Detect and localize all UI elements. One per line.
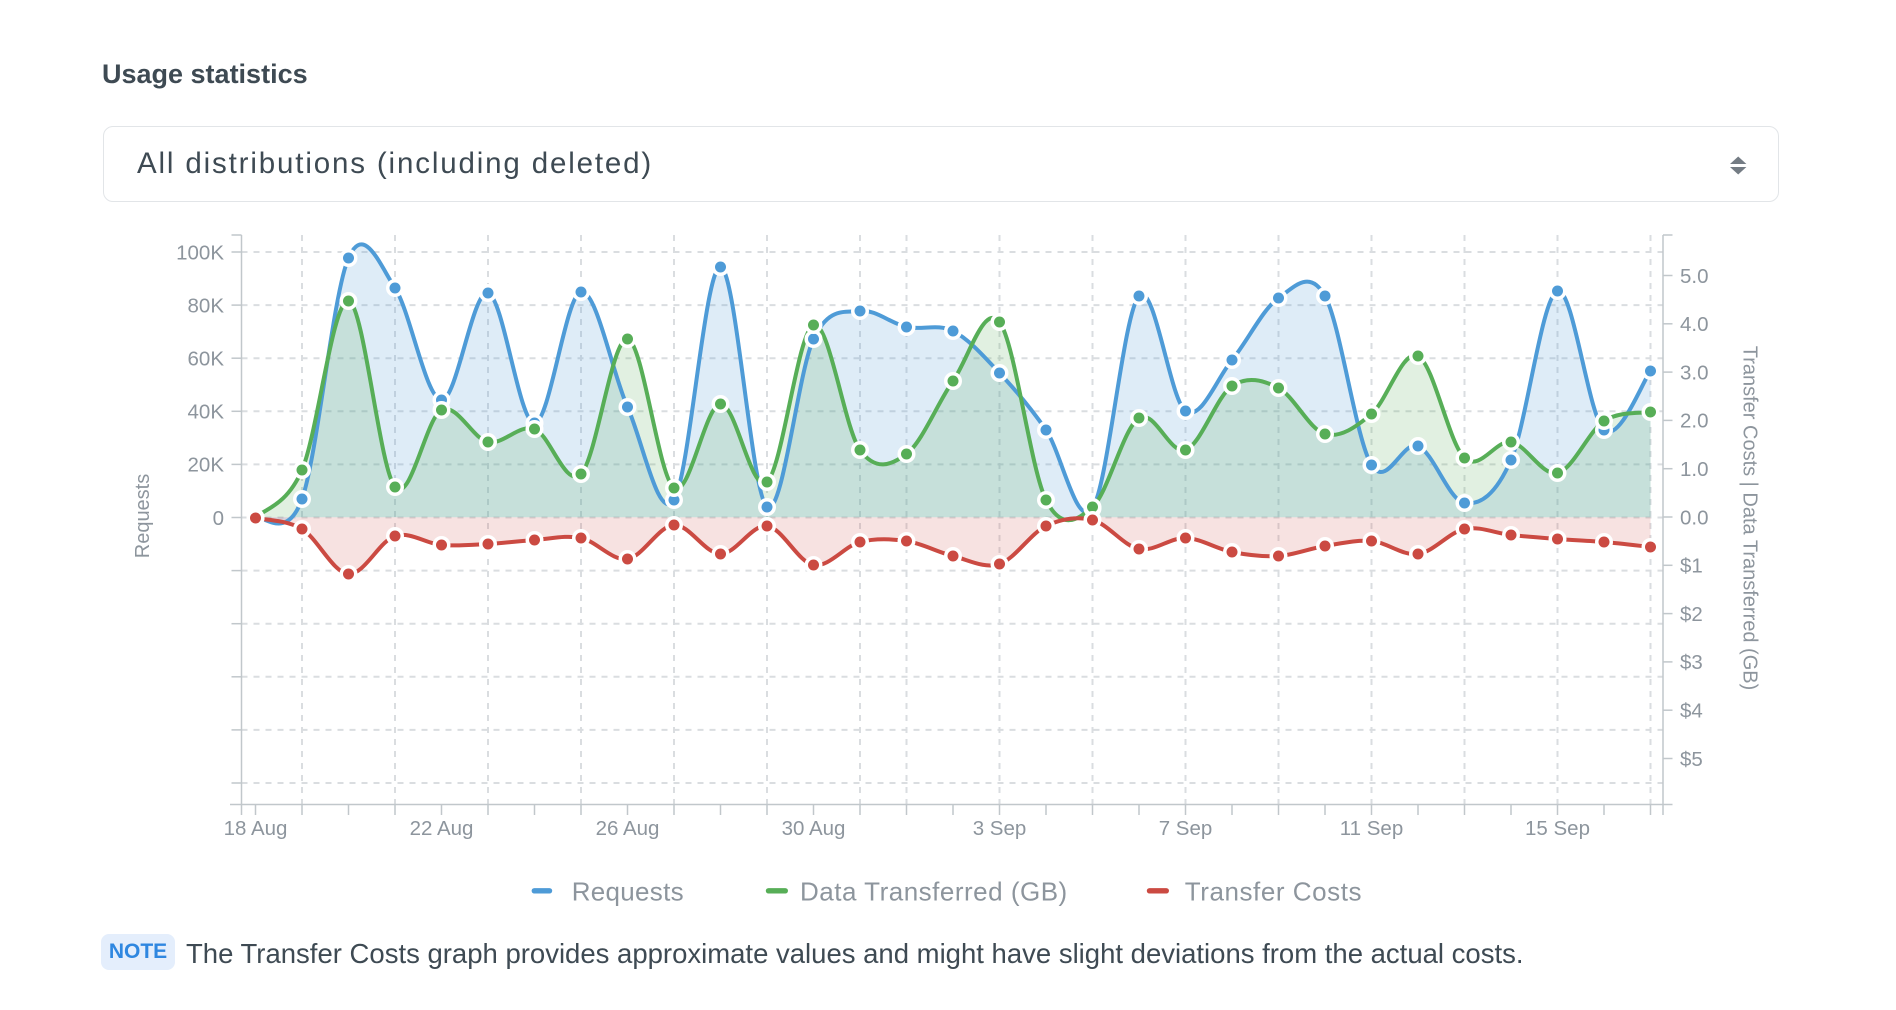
svg-text:7 Sep: 7 Sep	[1159, 817, 1213, 840]
svg-text:Requests: Requests	[132, 474, 154, 559]
svg-text:$1: $1	[1680, 555, 1703, 578]
svg-text:11 Sep: 11 Sep	[1340, 817, 1403, 840]
svg-text:Data Transferred (GB): Data Transferred (GB)	[800, 877, 1068, 907]
svg-text:18 Aug: 18 Aug	[224, 817, 288, 840]
svg-text:Requests: Requests	[572, 877, 684, 907]
svg-text:4.0: 4.0	[1680, 313, 1709, 336]
svg-text:Transfer Costs: Transfer Costs	[1185, 877, 1362, 907]
svg-text:100K: 100K	[176, 241, 224, 264]
svg-text:2.0: 2.0	[1680, 410, 1709, 433]
svg-text:$2: $2	[1680, 603, 1703, 626]
svg-text:Transfer Costs | Data Transfer: Transfer Costs | Data Transferred (GB)	[1739, 346, 1761, 691]
svg-text:3 Sep: 3 Sep	[973, 817, 1027, 840]
svg-text:15 Sep: 15 Sep	[1525, 817, 1590, 840]
svg-text:$3: $3	[1680, 651, 1703, 674]
svg-text:60K: 60K	[188, 348, 225, 371]
svg-text:80K: 80K	[188, 294, 225, 317]
svg-text:0.0: 0.0	[1680, 506, 1709, 529]
svg-text:26 Aug: 26 Aug	[596, 817, 660, 840]
svg-text:20K: 20K	[188, 454, 225, 477]
svg-text:$4: $4	[1680, 700, 1703, 723]
svg-text:22 Aug: 22 Aug	[410, 817, 474, 840]
svg-text:5.0: 5.0	[1680, 265, 1709, 288]
svg-text:3.0: 3.0	[1680, 361, 1709, 384]
svg-text:0: 0	[213, 507, 224, 530]
svg-text:30 Aug: 30 Aug	[782, 817, 846, 840]
svg-text:$5: $5	[1680, 748, 1703, 771]
svg-text:40K: 40K	[188, 401, 225, 424]
svg-text:1.0: 1.0	[1680, 458, 1709, 481]
